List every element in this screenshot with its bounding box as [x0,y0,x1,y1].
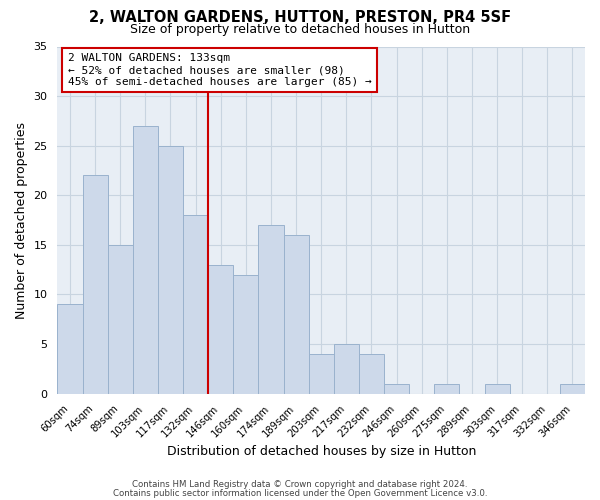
Bar [58,304,83,394]
Bar [158,146,183,394]
Bar [384,384,409,394]
Text: 2 WALTON GARDENS: 133sqm
← 52% of detached houses are smaller (98)
45% of semi-d: 2 WALTON GARDENS: 133sqm ← 52% of detach… [68,54,372,86]
Bar [434,384,460,394]
Text: 2, WALTON GARDENS, HUTTON, PRESTON, PR4 5SF: 2, WALTON GARDENS, HUTTON, PRESTON, PR4 … [89,10,511,25]
Text: Contains public sector information licensed under the Open Government Licence v3: Contains public sector information licen… [113,488,487,498]
Bar [208,264,233,394]
Bar [83,176,107,394]
Bar [560,384,585,394]
X-axis label: Distribution of detached houses by size in Hutton: Distribution of detached houses by size … [167,444,476,458]
Text: Size of property relative to detached houses in Hutton: Size of property relative to detached ho… [130,22,470,36]
Bar [259,225,284,394]
Bar [308,354,334,394]
Bar [183,215,208,394]
Bar [334,344,359,394]
Bar [133,126,158,394]
Y-axis label: Number of detached properties: Number of detached properties [15,122,28,318]
Bar [485,384,509,394]
Bar [233,274,259,394]
Text: Contains HM Land Registry data © Crown copyright and database right 2024.: Contains HM Land Registry data © Crown c… [132,480,468,489]
Bar [284,235,308,394]
Bar [107,245,133,394]
Bar [359,354,384,394]
